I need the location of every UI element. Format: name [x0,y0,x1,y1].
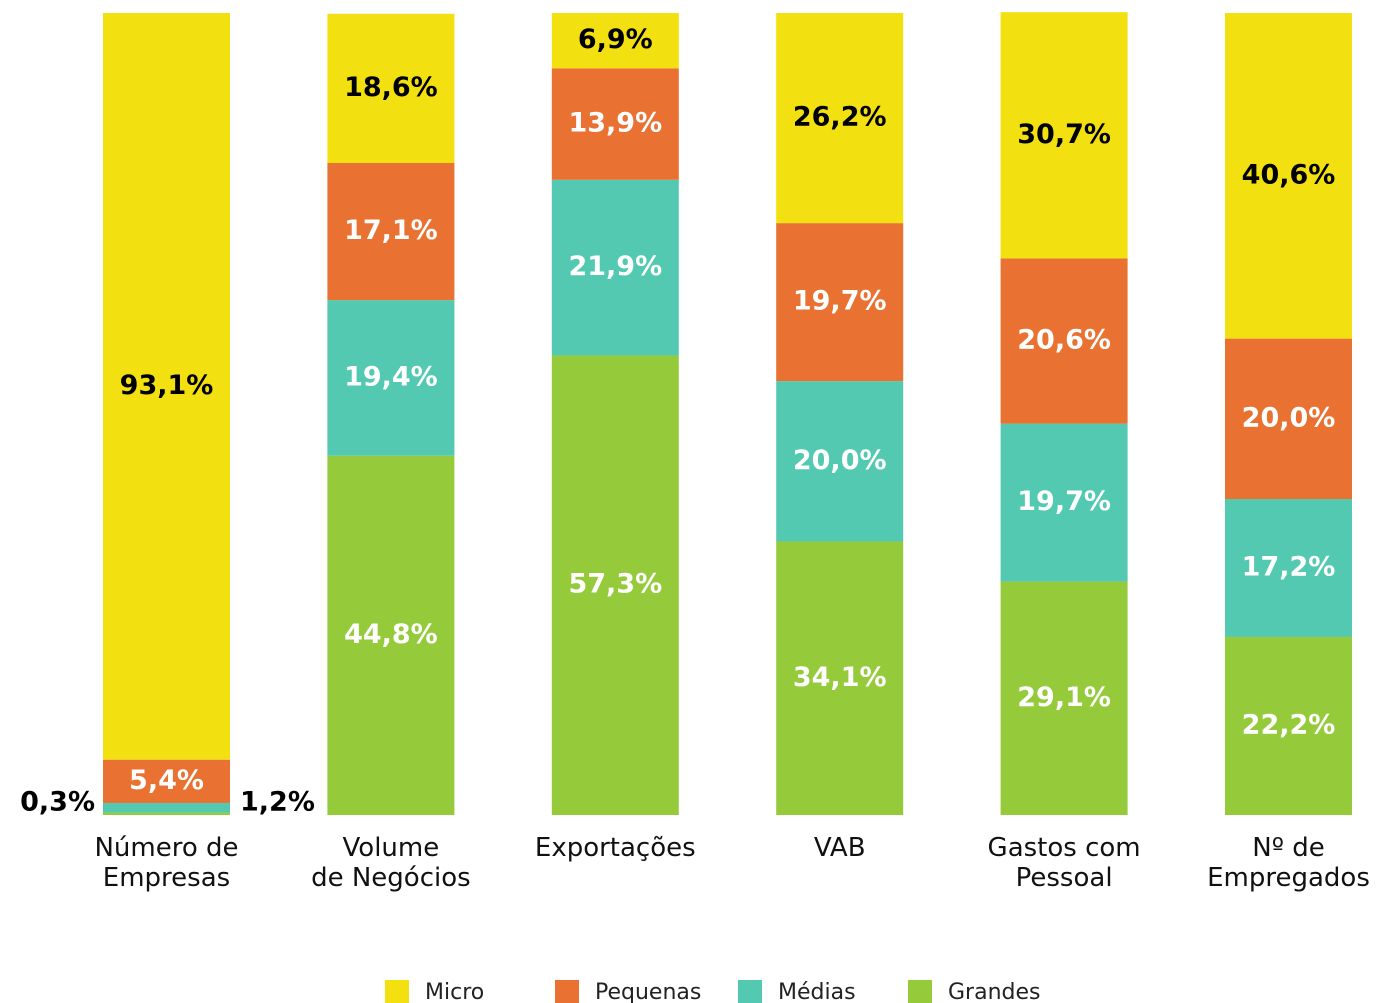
bar-segment [327,13,455,163]
value-label: 0,3% [20,787,95,818]
bar-segment [103,802,230,813]
value-label: 20,6% [1017,325,1111,356]
bar-segment [551,13,679,69]
bar-segment [1225,13,1352,339]
value-label: 19,7% [793,286,887,317]
bar-segment [327,300,455,456]
bar-segment [551,68,679,180]
bar-segment [1225,499,1352,637]
bar-segment [1225,338,1352,500]
bar-segment [327,162,455,301]
value-label: 20,0% [793,445,887,476]
value-label: 6,9% [578,24,653,55]
value-label: 19,7% [1017,486,1111,517]
value-label: 19,4% [344,361,438,392]
value-label: 57,3% [568,569,662,600]
value-label: 17,2% [1242,551,1336,582]
legend-swatch [738,980,762,1003]
x-tick-label: Volume de Negócios [311,833,471,893]
value-label: 44,8% [344,619,438,650]
legend-label: Pequenas [595,980,701,1003]
bar-segment [1000,12,1128,259]
bar-segment [103,13,230,760]
value-label: 30,7% [1017,119,1111,150]
legend-label: Médias [778,980,856,1003]
bar-segment [551,179,679,356]
bar-segment [776,381,904,542]
x-tick-label: Exportações [534,833,696,863]
value-label: 93,1% [120,370,214,401]
legend-swatch [385,980,409,1003]
value-label: 18,6% [344,72,438,103]
legend-swatch [908,980,932,1003]
value-label: 26,2% [793,102,887,133]
bar-segment [776,223,904,382]
bar-segment [776,541,904,815]
x-tick-label: Número de Empresas [94,833,239,893]
bar-segment [551,355,679,815]
x-tick-label: Gastos com Pessoal [987,833,1141,893]
value-label: 5,4% [129,765,204,796]
bar-segment [103,812,230,815]
value-label: 21,9% [568,251,662,282]
value-label: 29,1% [1017,682,1111,713]
bar-segment [1000,581,1128,815]
bar-segment [103,759,230,803]
value-label: 13,9% [568,108,662,139]
legend-label: Micro [425,980,484,1003]
bar-segment [776,13,904,224]
value-label: 1,2% [240,787,315,818]
value-label: 40,6% [1242,159,1336,190]
bar-segment [1225,636,1352,815]
bar-segment [327,455,455,815]
legend-swatch [555,980,579,1003]
value-label: 17,1% [344,215,438,246]
value-label: 22,2% [1242,709,1336,740]
bar-segment [1000,258,1128,424]
x-tick-label: VAB [813,833,866,863]
value-label: 20,0% [1242,402,1336,433]
bar-segment [1000,423,1128,582]
legend-label: Grandes [948,980,1040,1003]
x-tick-label: Nº de Empregados [1207,833,1370,893]
value-label: 34,1% [793,662,887,693]
